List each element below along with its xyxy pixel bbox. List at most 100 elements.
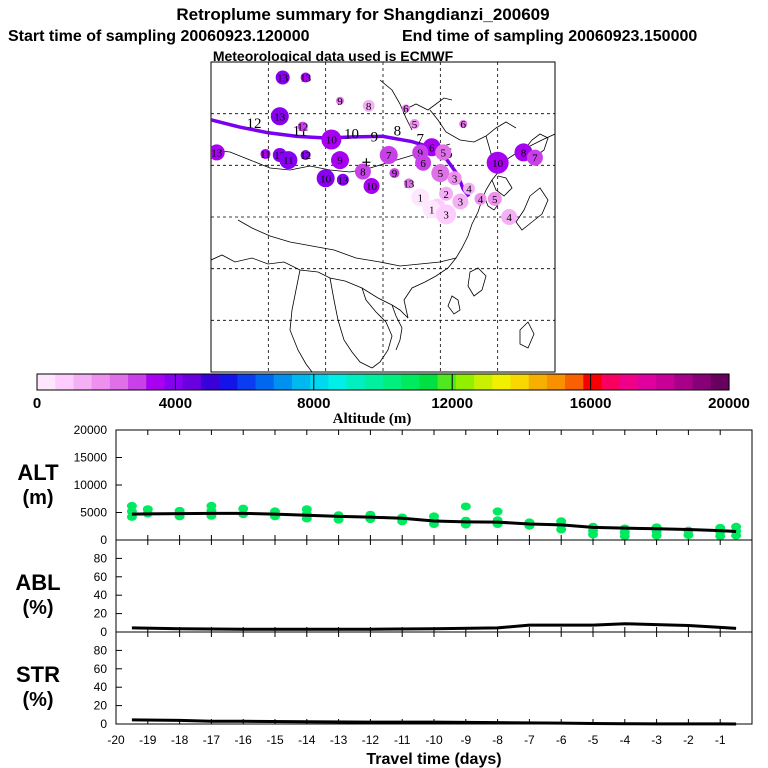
colorbar-swatch xyxy=(200,374,220,390)
x-tick-label: -10 xyxy=(425,733,443,747)
colorbar-tick-label: 20000 xyxy=(708,395,750,412)
plume-cluster: 10 xyxy=(321,129,342,150)
plume-cluster-label: 10 xyxy=(366,181,378,193)
plume-cluster-label: 4 xyxy=(506,212,512,224)
colorbar-swatch xyxy=(583,374,603,390)
plume-path-label: 12 xyxy=(247,116,262,132)
plume-path-label: 9 xyxy=(371,130,379,146)
plume-cluster: 6 xyxy=(401,104,410,116)
colorbar-swatch xyxy=(219,374,238,390)
plume-cluster-dot xyxy=(300,72,311,83)
colorbar-swatch xyxy=(310,374,329,390)
plume-cluster-dot xyxy=(411,188,430,207)
x-tick-label: -20 xyxy=(107,733,125,747)
colorbar-tick-label: 16000 xyxy=(570,395,612,412)
series-line xyxy=(131,511,737,533)
altitude-point xyxy=(238,504,249,513)
panel-abl: 0 20 40 60 80 ABL(%) xyxy=(15,539,753,639)
x-tick-label: -9 xyxy=(460,733,471,747)
plume-cluster-label: 8 xyxy=(366,101,372,113)
colorbar-swatch xyxy=(474,374,493,390)
colorbar-swatch xyxy=(91,374,111,390)
plume-cluster-dot xyxy=(211,144,225,161)
altitude-point xyxy=(556,517,567,526)
x-tick-label: -2 xyxy=(683,733,694,747)
plume-cluster-label: 6 xyxy=(461,119,467,131)
plume-cluster-dot xyxy=(401,104,410,113)
plume-cluster-label: 6 xyxy=(403,104,409,116)
x-tick-label: -12 xyxy=(362,733,380,747)
x-tick-label: -4 xyxy=(619,733,630,747)
plume-cluster-label: 13 xyxy=(337,175,349,187)
plume-cluster-dot xyxy=(354,163,371,180)
altitude-point xyxy=(731,522,742,531)
panel-ylabel-unit: (%) xyxy=(22,597,53,619)
colorbar-swatch xyxy=(109,374,129,390)
plume-cluster-dot xyxy=(463,182,475,195)
plume-cluster: 13 xyxy=(403,178,415,190)
y-tick-label: 5000 xyxy=(80,506,107,520)
colorbar-swatch xyxy=(255,374,275,390)
plume-cluster-dot xyxy=(336,96,344,105)
plume-cluster-dot xyxy=(415,154,432,171)
plume-path-label: 7 xyxy=(417,132,425,148)
colorbar-swatch xyxy=(328,374,348,390)
plume-cluster-label: 6 xyxy=(429,142,435,154)
colorbar-swatch xyxy=(55,374,75,390)
series-line xyxy=(131,622,737,631)
x-tick-label: -11 xyxy=(394,733,411,747)
plume-cluster: 10 xyxy=(486,151,509,174)
plume-cluster-label: 13 xyxy=(274,111,286,123)
plume-cluster-label: 3 xyxy=(443,209,449,221)
plume-cluster-dot xyxy=(300,150,311,160)
plume-cluster: 4 xyxy=(474,192,487,206)
colorbar-swatch xyxy=(546,374,566,390)
plume-cluster: 5 xyxy=(487,191,502,206)
panel-ylabel-unit: (%) xyxy=(22,689,53,711)
plume-cluster-dot xyxy=(316,169,335,188)
plume-cluster-label: 12 xyxy=(297,122,308,134)
plume-cluster: 13 xyxy=(300,72,312,85)
plume-cluster: 8 xyxy=(362,99,375,113)
y-tick-label: 20 xyxy=(94,607,108,621)
plume-cluster: 5 xyxy=(435,144,452,161)
plume-cluster-dot xyxy=(435,144,452,161)
colorbar-swatch xyxy=(492,374,512,390)
colorbar-swatch xyxy=(710,374,730,390)
x-tick-label: -7 xyxy=(524,733,535,747)
plume-cluster: 6 xyxy=(415,154,432,171)
altitude-point xyxy=(492,507,503,516)
plume-cluster-dot xyxy=(260,148,271,159)
panel-frame xyxy=(115,539,753,633)
colorbar-swatch xyxy=(237,374,257,390)
plume-cluster-label: 9 xyxy=(418,147,424,159)
receptor-marker xyxy=(362,158,371,167)
plume-cluster-label: 1 xyxy=(429,204,435,216)
y-tick-label: 20 xyxy=(94,699,108,713)
series-line xyxy=(131,718,737,726)
map-grid xyxy=(211,62,555,372)
plume-cluster-label: 10 xyxy=(320,173,332,185)
altitude-point xyxy=(126,501,137,510)
plume-cluster: 8 xyxy=(354,163,371,180)
x-tick-label: -8 xyxy=(492,733,503,747)
colorbar-swatch xyxy=(601,374,621,390)
y-tick-label: 0 xyxy=(100,625,107,639)
colorbar-tick-label: 4000 xyxy=(159,395,192,412)
plume-cluster: 9 xyxy=(389,168,400,180)
plume-cluster-label: 2 xyxy=(443,189,449,201)
plume-cluster-label: 7 xyxy=(386,150,392,162)
plume-cluster: 13 xyxy=(275,70,290,85)
plume-cluster: 5 xyxy=(431,164,450,183)
colorbar-swatch xyxy=(73,374,93,390)
plume-cluster: 12 xyxy=(297,122,308,134)
plume-cluster-label: 8 xyxy=(360,167,366,179)
colorbar-swatch xyxy=(656,374,675,390)
plume-cluster-label: 9 xyxy=(337,96,343,108)
plume-cluster-dot xyxy=(389,168,400,179)
y-tick-label: 40 xyxy=(94,588,108,602)
plume-cluster-label: 8 xyxy=(521,147,527,159)
plume-cluster-dot xyxy=(501,209,518,225)
